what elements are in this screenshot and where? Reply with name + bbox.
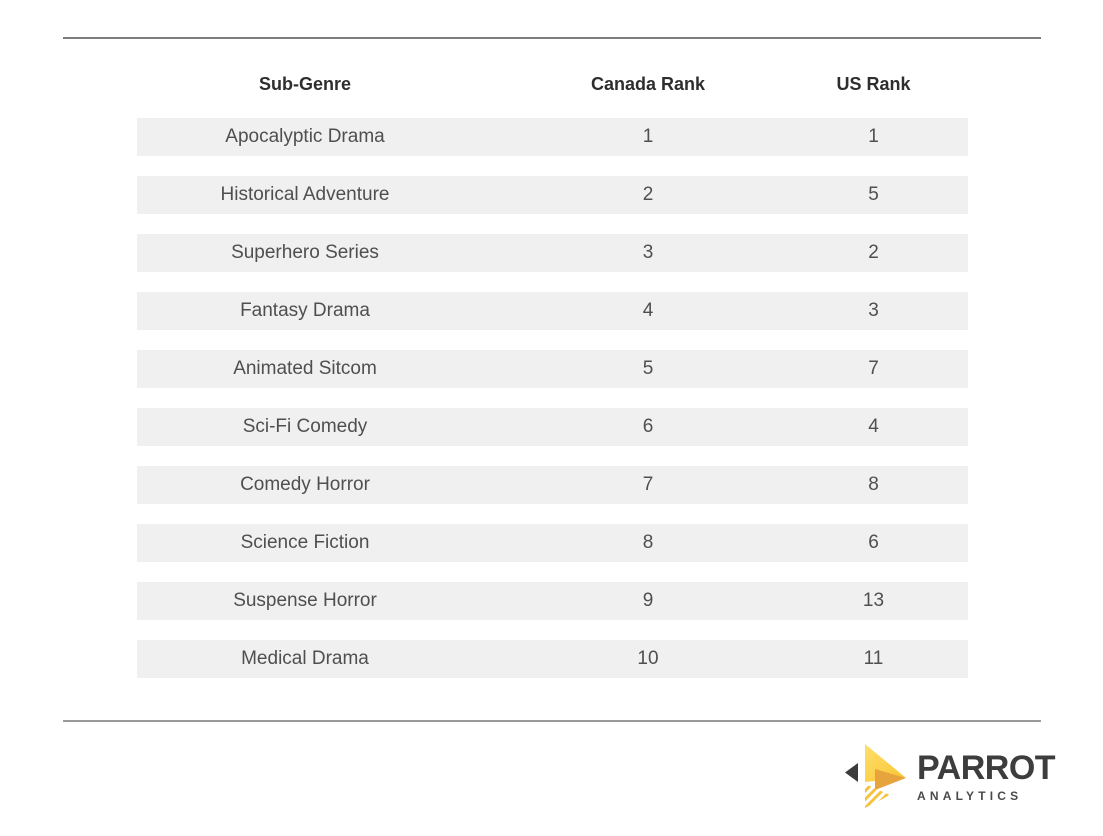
brand-subtitle: ANALYTICS [917, 789, 1023, 803]
column-header-us-rank: US Rank [836, 73, 911, 94]
cell-subgenre: Animated Sitcom [233, 358, 377, 379]
bottom-divider [63, 720, 1041, 722]
cell-subgenre: Superhero Series [231, 242, 379, 263]
column-header-subgenre: Sub-Genre [258, 73, 351, 94]
cell-canada-rank: 10 [637, 648, 659, 669]
cell-canada-rank: 5 [642, 358, 654, 379]
cell-canada-rank: 4 [642, 300, 654, 321]
top-divider [63, 37, 1041, 39]
table-row: Science Fiction 8 6 [137, 524, 968, 562]
cell-us-rank: 5 [868, 184, 879, 205]
cell-canada-rank: 2 [642, 184, 654, 205]
parrot-analytics-logo: PARROT ANALYTICS [845, 742, 1056, 810]
table-row: Fantasy Drama 4 3 [137, 292, 968, 330]
cell-us-rank: 7 [868, 358, 879, 379]
cell-us-rank: 4 [868, 416, 879, 437]
cell-us-rank: 11 [863, 648, 884, 669]
table-row: Comedy Horror 7 8 [137, 466, 968, 504]
table-row: Apocalyptic Drama 1 1 [137, 118, 968, 156]
brand-name: PARROT [917, 749, 1056, 787]
cell-us-rank: 3 [868, 300, 879, 321]
cell-us-rank: 2 [868, 242, 879, 263]
cell-subgenre: Medical Drama [241, 648, 369, 669]
column-header-canada-rank: Canada Rank [590, 73, 706, 94]
cell-canada-rank: 8 [642, 532, 654, 553]
cell-subgenre: Suspense Horror [233, 590, 377, 611]
cell-canada-rank: 1 [642, 126, 654, 147]
table-body: Apocalyptic Drama 1 1 Historical Adventu… [137, 118, 968, 698]
cell-us-rank: 6 [868, 532, 879, 553]
cell-us-rank: 8 [868, 474, 879, 495]
parrot-beak-icon [845, 763, 858, 782]
table-row: Historical Adventure 2 5 [137, 176, 968, 214]
cell-subgenre: Historical Adventure [220, 184, 390, 205]
table-row: Sci-Fi Comedy 6 4 [137, 408, 968, 446]
cell-canada-rank: 3 [642, 242, 654, 263]
cell-subgenre: Apocalyptic Drama [225, 126, 385, 147]
cell-canada-rank: 7 [642, 474, 654, 495]
cell-us-rank: 13 [862, 590, 885, 611]
parrot-logo-icon [865, 744, 906, 808]
cell-subgenre: Fantasy Drama [240, 300, 370, 321]
cell-subgenre: Sci-Fi Comedy [242, 416, 368, 437]
cell-canada-rank: 9 [642, 590, 654, 611]
table-row: Suspense Horror 9 13 [137, 582, 968, 620]
cell-canada-rank: 6 [642, 416, 654, 437]
table-row: Animated Sitcom 5 7 [137, 350, 968, 388]
cell-us-rank: 1 [868, 126, 879, 147]
cell-subgenre: Science Fiction [240, 532, 370, 553]
table-row: Superhero Series 3 2 [137, 234, 968, 272]
table-header-row: Sub-Genre Canada Rank US Rank [137, 68, 968, 100]
table-row: Medical Drama 10 11 [137, 640, 968, 678]
cell-subgenre: Comedy Horror [240, 474, 370, 495]
brand-wordmark: PARROT ANALYTICS [917, 749, 1056, 803]
